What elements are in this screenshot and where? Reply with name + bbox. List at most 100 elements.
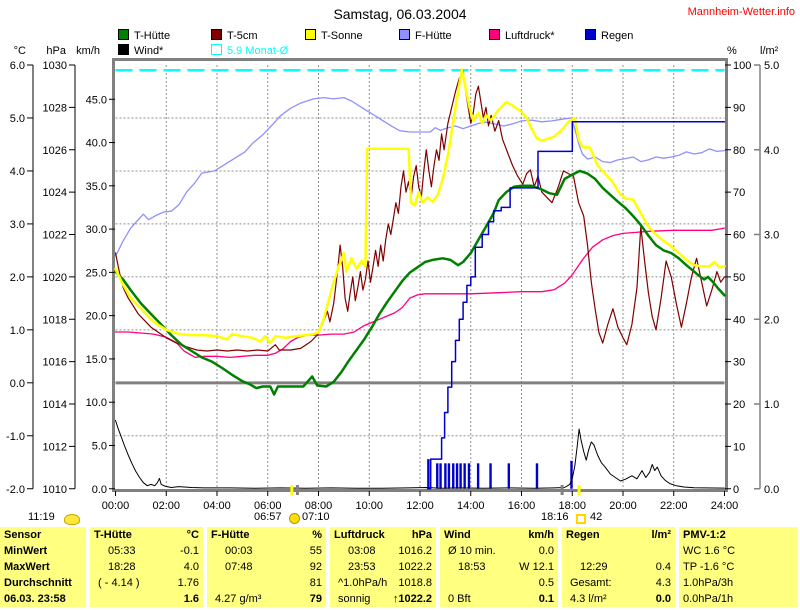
table-row-label: 06.03. 23:58 bbox=[4, 593, 66, 605]
rain-bar bbox=[452, 463, 455, 489]
sunset-time: 18:16 bbox=[541, 511, 569, 523]
temp-tick-label: -1.0 bbox=[6, 431, 25, 443]
table-cell-text: 1.0hPa/3h bbox=[683, 577, 734, 589]
table-cell-value: 79 bbox=[309, 593, 322, 605]
pressure-unit-label: hPa bbox=[46, 45, 66, 57]
table-cell-text: ( - 4.14 ) bbox=[98, 577, 140, 589]
wind-tick-label: 15.0 bbox=[86, 354, 107, 366]
table-cell-text: TP -1.6 °C bbox=[683, 561, 735, 573]
time-tick-label: 24:00 bbox=[711, 500, 739, 512]
table-cell-value: 81 bbox=[309, 577, 322, 589]
table-cell-value: 1018.8 bbox=[398, 577, 432, 589]
temp-tick-label: 1.0 bbox=[10, 325, 25, 337]
rain-bar bbox=[570, 460, 573, 489]
legend-item-5-9-monat-: 5.9 Monat-Ø bbox=[211, 44, 288, 57]
table-column-header: Wind bbox=[444, 529, 471, 541]
legend-label: T-Sonne bbox=[321, 30, 363, 42]
time-tick-label: 16:00 bbox=[508, 500, 536, 512]
temp-tick-label: 5.0 bbox=[10, 113, 25, 125]
table-cell-value: 1.76 bbox=[177, 577, 199, 589]
legend-item-regen: Regen bbox=[585, 29, 633, 42]
page-title: Samstag, 06.03.2004 bbox=[333, 6, 467, 22]
table-row-label: Sensor bbox=[4, 529, 42, 541]
table-cell-text: 03:08 bbox=[348, 545, 376, 557]
table-column-regen: Regen l/m² 12:29 0.4 Gesamt: 4.3 4.3 l/m² 0.0 bbox=[562, 527, 675, 607]
rain-bar bbox=[459, 463, 462, 489]
time-tick-label: 20:00 bbox=[609, 500, 637, 512]
pressure-tick-label: 1014 bbox=[43, 399, 67, 411]
humidity-tick-label: 80 bbox=[733, 145, 745, 157]
table-cell-text: 07:48 bbox=[225, 561, 253, 573]
table-row-label: MaxWert bbox=[4, 561, 50, 573]
table-cell-text: WC 1.6 °C bbox=[683, 545, 736, 557]
table-column-unit: l/m² bbox=[651, 529, 671, 541]
legend-item-luftdruck-: Luftdruck* bbox=[489, 29, 555, 42]
table-cell-text: Ø 10 min. bbox=[448, 545, 496, 557]
series-line-t-5cm bbox=[114, 69, 726, 352]
table-column-luftdruck: Luftdruck hPa 03:08 1016.2 23:53 1022.2 ^1.0hP… bbox=[330, 527, 436, 607]
table-column-f-h-tte: F-Hütte% 00:03 55 07:48 92 81 4.27 g/m³ 79 bbox=[207, 527, 326, 607]
rain-bar bbox=[427, 459, 430, 489]
time-tick-label: 12:00 bbox=[406, 500, 434, 512]
table-column-t-h-tte: T-Hütte °C 05:33 -0.1 18:28 4.0 ( - 4.14 ) 1.76… bbox=[90, 527, 203, 607]
table-column-unit: % bbox=[312, 529, 322, 541]
table-cell-text: ^1.0hPa/h bbox=[338, 577, 388, 589]
table-cell-value: 0.0 bbox=[655, 593, 671, 605]
series-line-regen-kumuliert bbox=[426, 121, 726, 490]
table-cell-value: 1022.2 bbox=[398, 561, 432, 573]
legend-swatch-icon bbox=[211, 29, 222, 40]
wind-unit-label: km/h bbox=[76, 45, 100, 57]
legend-label: Luftdruck* bbox=[505, 30, 555, 42]
series-line-f-h-tte bbox=[114, 96, 726, 257]
table-cell-text: 4.3 l/m² bbox=[570, 593, 607, 605]
rain-unit-label: l/m² bbox=[760, 45, 779, 57]
wind-tick-label: 10.0 bbox=[86, 397, 107, 409]
table-cell-value: ↑1022.2 bbox=[392, 593, 432, 605]
rain-bar bbox=[463, 463, 466, 489]
table-cell-text: 23:53 bbox=[348, 561, 376, 573]
table-cell-value: 1016.2 bbox=[398, 545, 432, 557]
legend-swatch-icon bbox=[399, 29, 410, 40]
table-cell-text: 18:53 bbox=[458, 561, 486, 573]
pressure-tick-label: 1026 bbox=[43, 145, 67, 157]
legend-label: Regen bbox=[601, 30, 634, 42]
table-cell-value: 55 bbox=[309, 545, 322, 557]
temp-unit-label: °C bbox=[13, 45, 26, 57]
temp-tick-label: 6.0 bbox=[10, 60, 25, 72]
humidity-tick-label: 30 bbox=[733, 357, 745, 369]
pressure-tick-label: 1016 bbox=[43, 357, 67, 369]
table-cell-value: 0.0 bbox=[538, 545, 554, 557]
legend-label: 5.9 Monat-Ø bbox=[227, 45, 289, 57]
time-tick-label: 04:00 bbox=[203, 500, 231, 512]
legend-item-t-sonne: T-Sonne bbox=[305, 29, 363, 42]
table-column-pmv-1-2: PMV-1:2 WC 1.6 °C TP -1.6 °C 1.0hPa/3h 0.0hP… bbox=[679, 527, 798, 607]
pressure-tick-label: 1022 bbox=[43, 230, 67, 242]
pressure-tick-label: 1020 bbox=[43, 272, 67, 284]
rain-bar bbox=[507, 463, 511, 489]
table-column-unit: hPa bbox=[411, 529, 432, 541]
plot-border bbox=[112, 58, 728, 492]
rain-bar bbox=[447, 463, 451, 489]
table-column-wind: Wind km/h Ø 10 min. 0.0 18:53 W 12.1 0.5 0 Bft 0… bbox=[440, 527, 558, 607]
rain-bar bbox=[476, 463, 480, 489]
sunrise-start-time: 06:57 bbox=[254, 511, 282, 523]
sunrise-end-time: 07:10 bbox=[302, 511, 330, 523]
pressure-tick-label: 1018 bbox=[43, 314, 67, 326]
table-column-header: Luftdruck bbox=[334, 529, 385, 541]
pressure-tick-label: 1028 bbox=[43, 102, 67, 114]
wind-tick-label: 0.0 bbox=[92, 484, 107, 496]
site-link[interactable]: Mannheim-Wetter.info bbox=[687, 6, 795, 18]
legend-swatch-icon bbox=[118, 44, 129, 55]
wind-tick-label: 35.0 bbox=[86, 181, 107, 193]
sunshine-duration: 11:19 bbox=[28, 511, 55, 523]
wind-tick-label: 25.0 bbox=[86, 267, 107, 279]
sunset-icon bbox=[576, 514, 586, 524]
table-column-unit: °C bbox=[186, 529, 199, 541]
legend-swatch-icon bbox=[585, 29, 596, 40]
humidity-unit-label: % bbox=[727, 45, 737, 57]
rain-tick-label: 4.0 bbox=[764, 145, 779, 157]
time-tick-label: 10:00 bbox=[355, 500, 383, 512]
table-cell-text: 00:03 bbox=[225, 545, 253, 557]
rain-tick-label: 5.0 bbox=[764, 60, 779, 72]
